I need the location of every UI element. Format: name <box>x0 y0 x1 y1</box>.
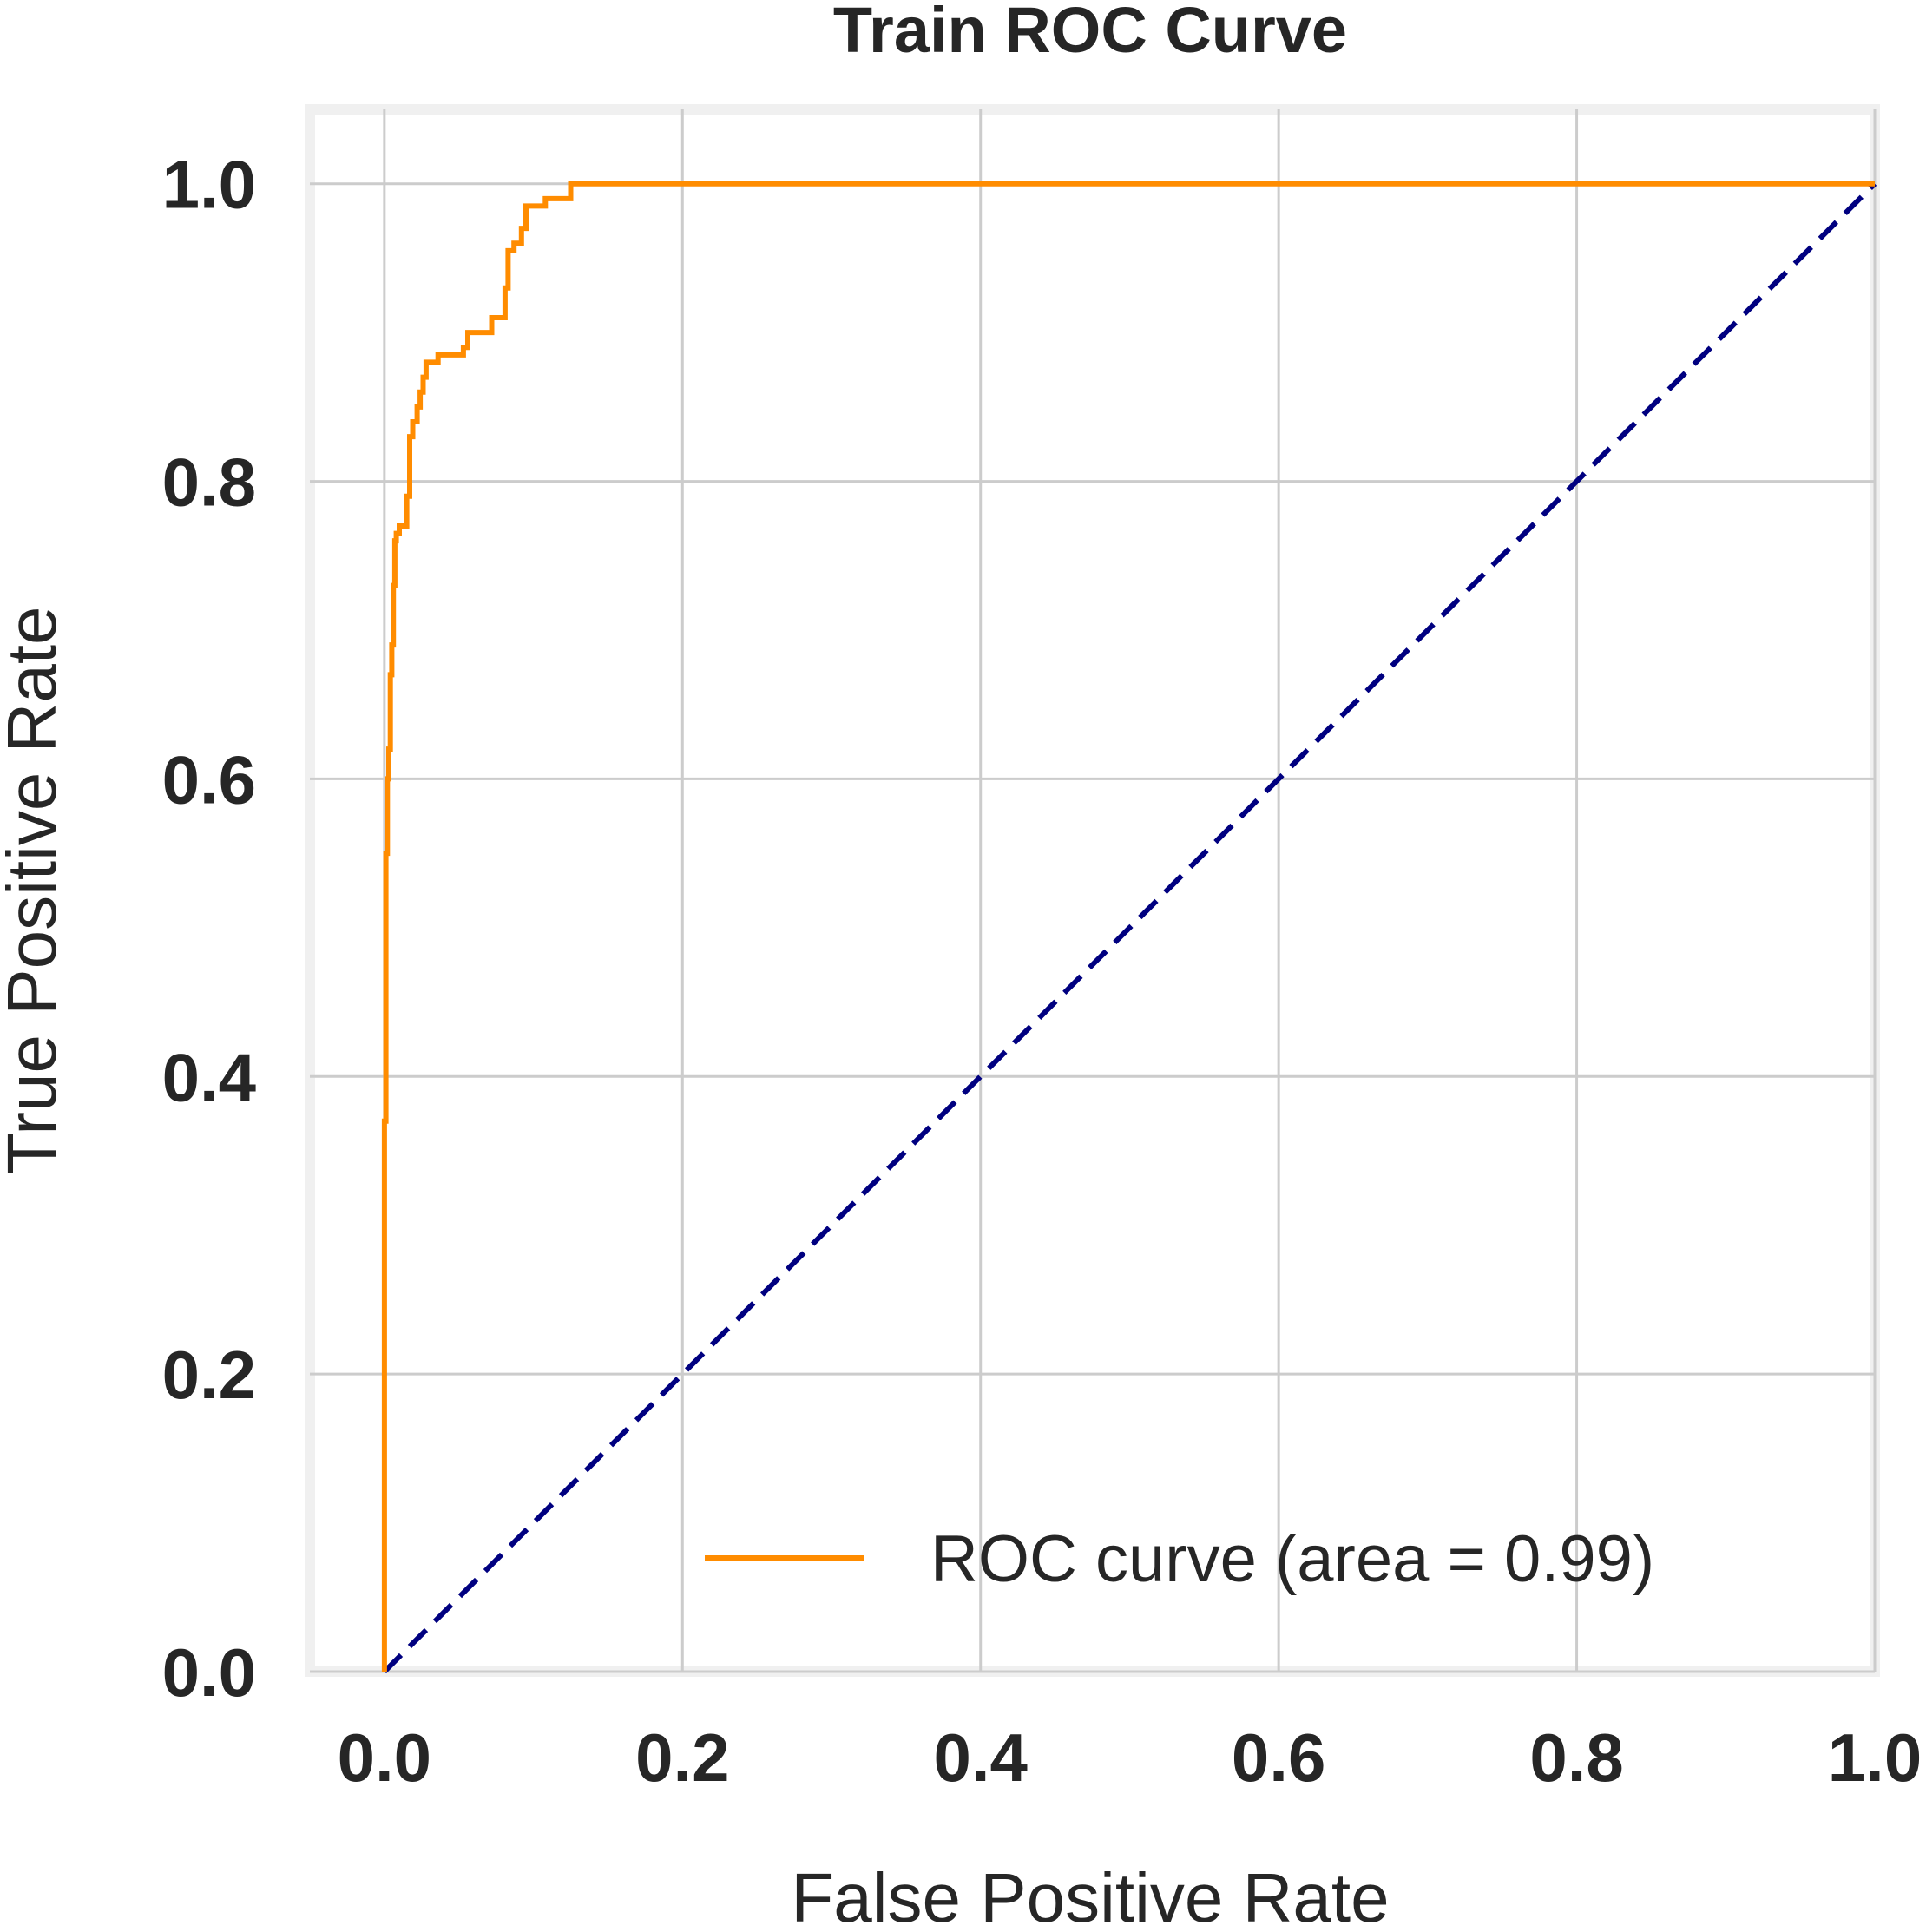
chance-diagonal-line <box>382 181 1877 1674</box>
x-tick-label: 0.2 <box>635 1719 729 1796</box>
chart-title: Train ROC Curve <box>833 0 1347 66</box>
y-tick-labels: 0.0 0.2 0.4 0.6 0.8 1.0 <box>162 147 256 1711</box>
y-tick-label: 0.6 <box>162 741 256 818</box>
x-tick-label: 0.0 <box>338 1719 431 1796</box>
y-tick-label: 0.2 <box>162 1337 256 1413</box>
y-tick-label: 1.0 <box>162 147 256 223</box>
legend: ROC curve (area = 0.99) <box>705 1522 1654 1596</box>
y-tick-label: 0.8 <box>162 444 256 521</box>
plot-frame <box>305 104 1880 1677</box>
y-axis-label: True Positive Rate <box>0 606 70 1174</box>
x-tick-label: 1.0 <box>1828 1719 1922 1796</box>
y-tick-label: 0.4 <box>162 1039 256 1115</box>
x-axis-label: False Positive Rate <box>791 1859 1389 1932</box>
x-tick-label: 0.8 <box>1529 1719 1623 1796</box>
x-tick-labels: 0.0 0.2 0.4 0.6 0.8 1.0 <box>338 1719 1923 1796</box>
roc-curve-line <box>381 181 1875 1672</box>
x-tick-label: 0.6 <box>1232 1719 1325 1796</box>
series-layer <box>381 181 1877 1674</box>
legend-label-roc: ROC curve (area = 0.99) <box>930 1522 1654 1596</box>
y-tick-label: 0.0 <box>162 1634 256 1711</box>
x-tick-label: 0.4 <box>933 1719 1027 1796</box>
